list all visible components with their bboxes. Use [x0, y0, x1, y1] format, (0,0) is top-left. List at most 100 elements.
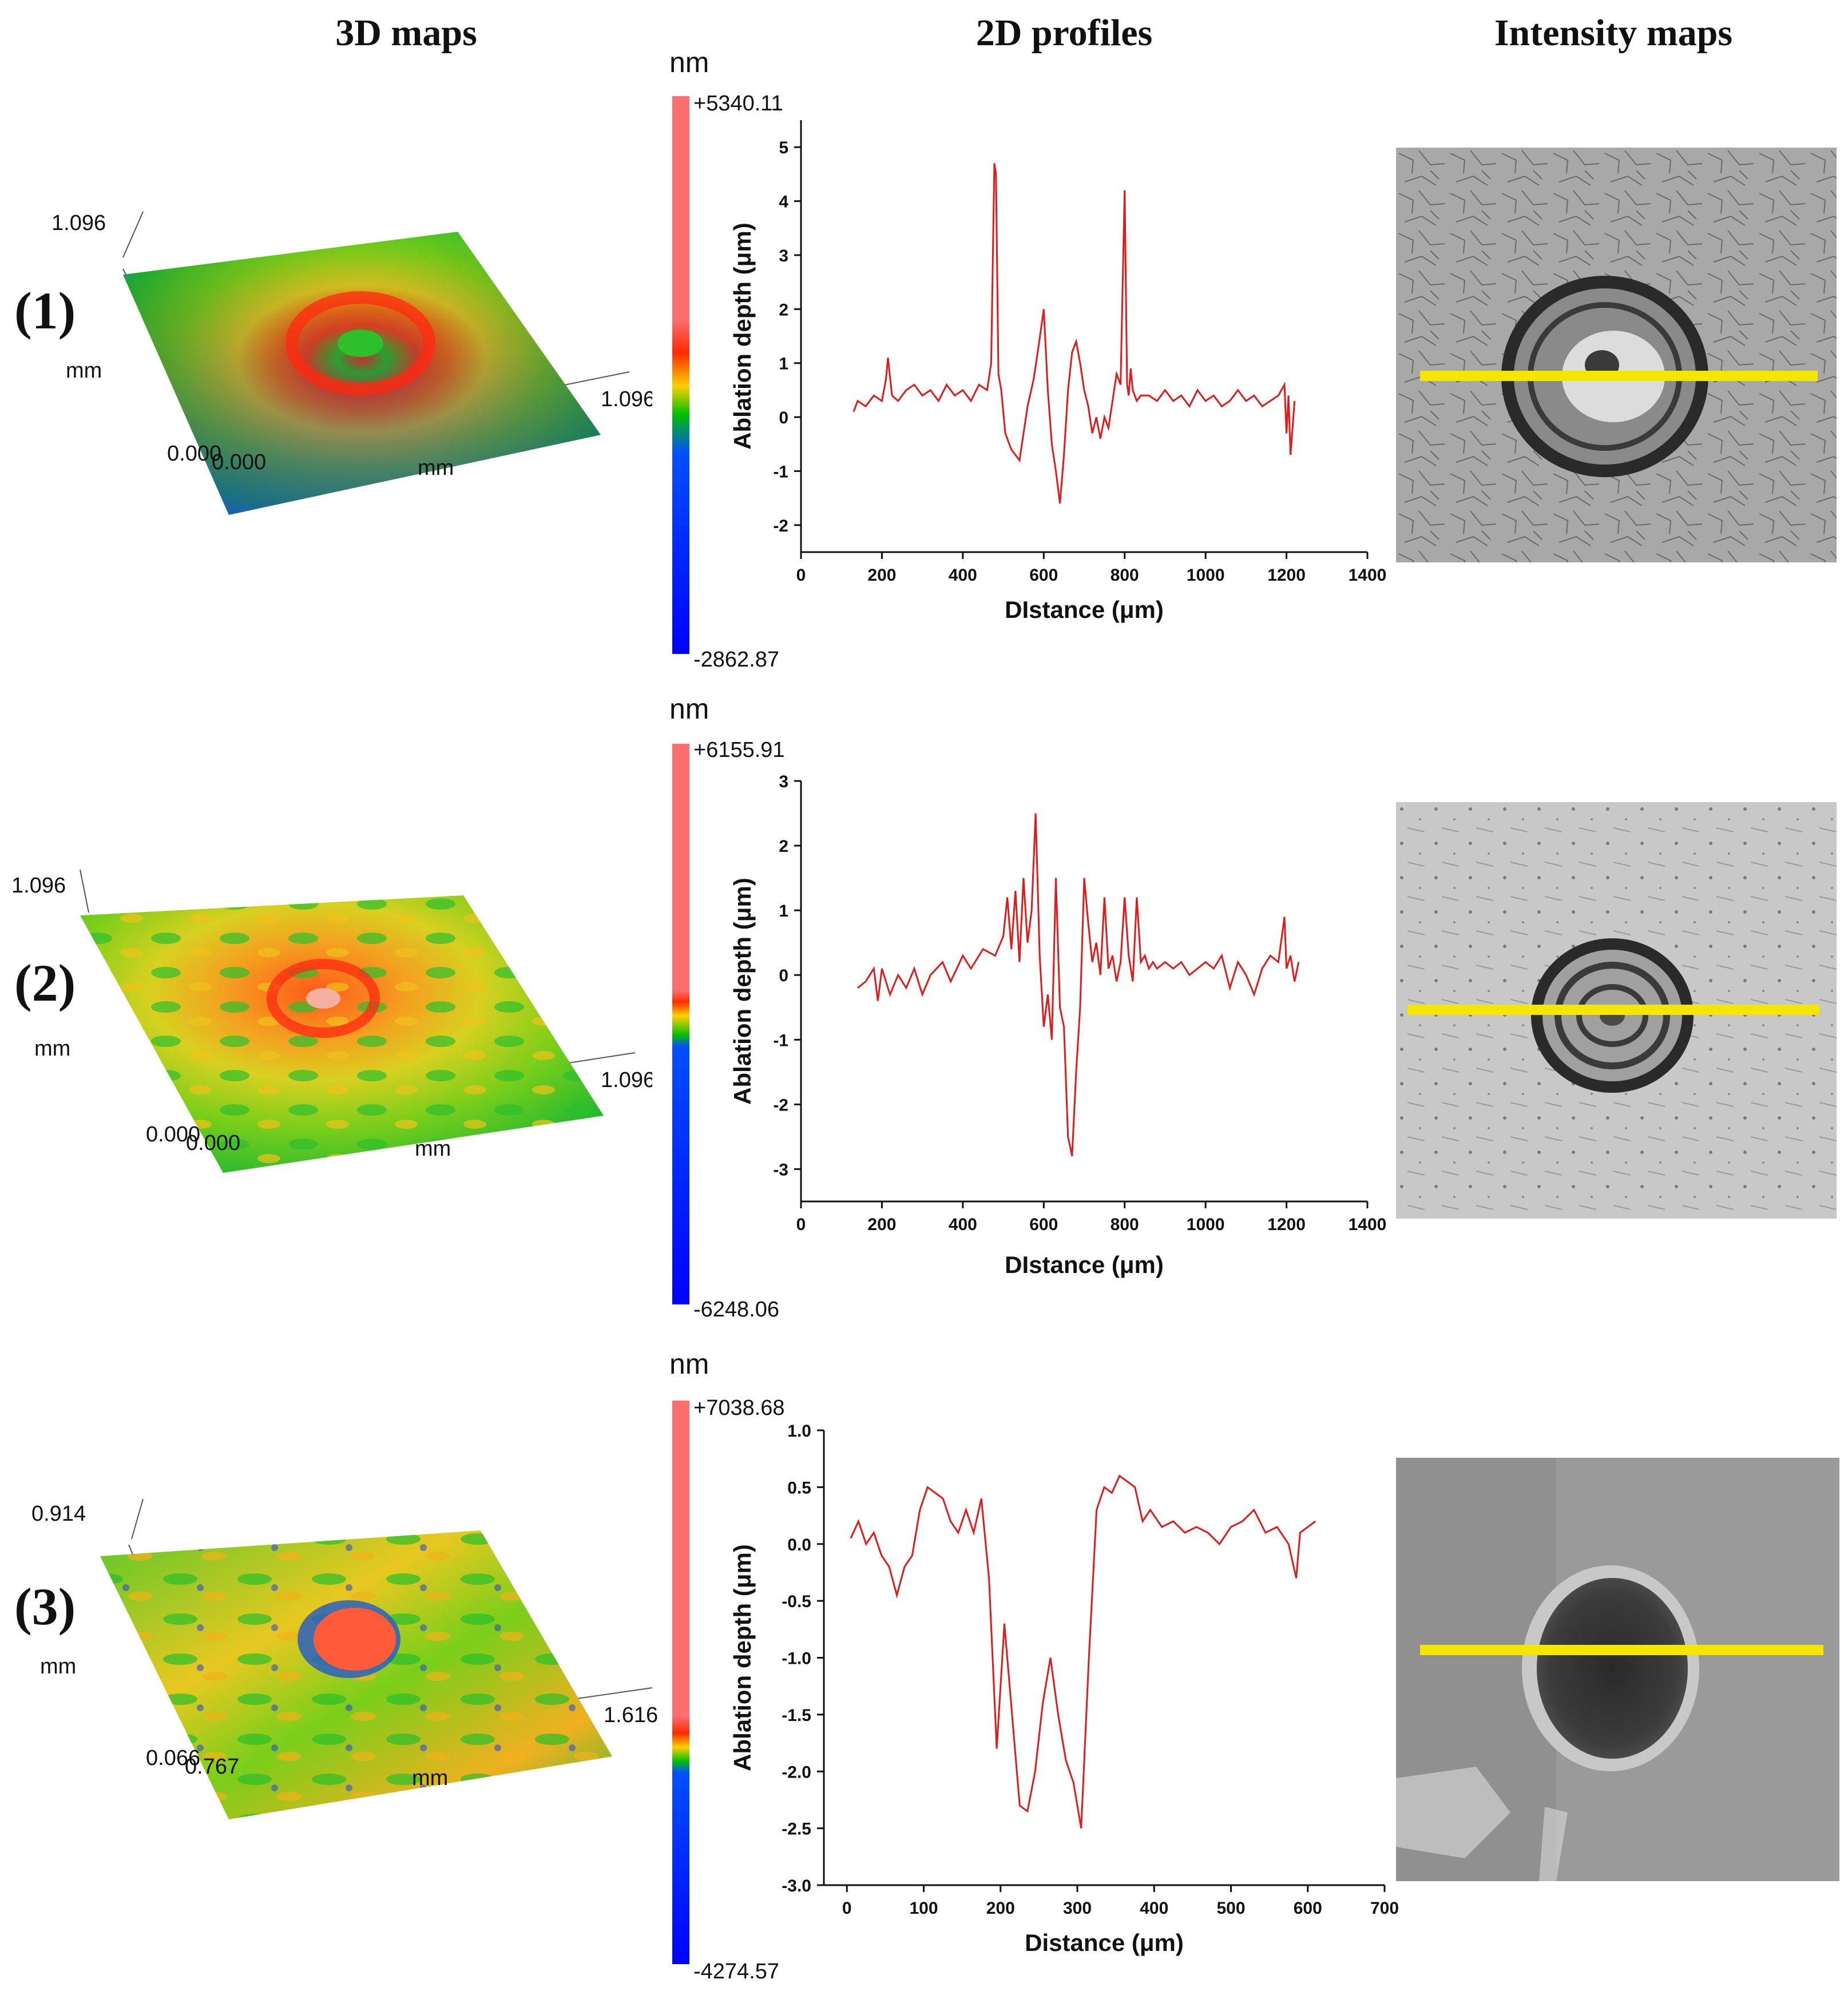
surface-map-3d: 1.096 mm 1.096 mm 0.000 0.000 — [51, 211, 652, 515]
y-tick-label: 4 — [779, 193, 788, 212]
colorbar-1 — [672, 96, 689, 654]
y-tick-label: 5 — [779, 138, 788, 157]
map2-xmax: 1.096 — [601, 1068, 652, 1092]
colorbar1-max: +5340.11 — [693, 92, 783, 116]
y-tick-label: 1 — [779, 355, 788, 374]
x-tick-label: 700 — [1370, 1899, 1399, 1918]
intensity-map-3 — [1396, 1458, 1839, 1881]
depth-profile-line — [857, 813, 1300, 1157]
surface-map-3d: 0.914 mm 1.616 mm 0.066 0.767 — [31, 1498, 658, 1819]
y-tick-label: 0.0 — [787, 1536, 811, 1554]
surface-map-3d: 1.096 mm 1.096 mm 0.000 0.000 — [11, 869, 652, 1173]
y-axis-title: Ablation depth (μm) — [729, 223, 756, 450]
x-tick-label: 400 — [949, 1215, 977, 1234]
yellow-profile-line-2 — [1407, 1005, 1819, 1015]
map2-xunit: mm — [415, 1137, 451, 1161]
x-tick-label: 500 — [1216, 1899, 1245, 1918]
colorbar1-unit: nm — [669, 46, 709, 78]
colorbar3-unit: nm — [669, 1348, 709, 1380]
map2-origin-y: 0.000 — [146, 1123, 200, 1147]
x-tick-label: 300 — [1063, 1899, 1092, 1918]
map3-xmax: 1.616 — [604, 1703, 658, 1727]
y-tick-label: -3.0 — [782, 1877, 811, 1895]
x-tick-label: 200 — [867, 566, 896, 585]
x-tick-label: 200 — [867, 1215, 896, 1234]
row-label-1: (1) — [14, 281, 76, 340]
intensity-map-1 — [1396, 148, 1837, 562]
y-tick-label: -2 — [773, 1096, 788, 1114]
y-axis-title: Ablation depth (μm) — [729, 1544, 756, 1771]
y-tick-label: 1 — [779, 902, 788, 921]
header-2d-profiles: 2D profiles — [975, 12, 1153, 54]
y-tick-label: 3 — [779, 772, 788, 791]
y-tick-label: -1 — [773, 462, 788, 481]
x-tick-label: 1200 — [1267, 1215, 1306, 1234]
x-axis-title: DIstance (μm) — [1005, 1251, 1164, 1278]
colorbar2-max: +6155.91 — [693, 738, 785, 762]
x-tick-label: 0 — [842, 1899, 852, 1918]
x-tick-label: 1400 — [1349, 566, 1387, 585]
x-tick-label: 1400 — [1349, 1215, 1387, 1234]
y-tick-label: 0 — [779, 408, 788, 427]
map1-xmax: 1.096 — [601, 387, 652, 411]
x-tick-label: 800 — [1111, 566, 1139, 585]
colorbar1-min: -2862.87 — [693, 648, 780, 672]
yellow-profile-line-3 — [1420, 1645, 1823, 1655]
x-tick-label: 400 — [1140, 1899, 1168, 1918]
colorbar2-min: -6248.06 — [693, 1298, 780, 1322]
x-tick-label: 0 — [796, 1215, 806, 1234]
profile-chart-3: 0 100 200 300 400 500 600 700 -3.0 -2.5 -2.0 -1.5 -1… — [729, 1422, 1399, 1956]
yellow-profile-line-1 — [1420, 371, 1818, 381]
depth-profile-line — [852, 163, 1296, 504]
x-tick-label: 800 — [1111, 1215, 1139, 1234]
map3-origin-y: 0.066 — [146, 1746, 200, 1770]
y-tick-label: -3 — [773, 1160, 788, 1179]
y-tick-label: -1.0 — [782, 1649, 811, 1668]
map1-origin-y: 0.000 — [167, 442, 221, 466]
y-tick-label: -2.0 — [782, 1763, 811, 1782]
y-tick-label: 0 — [779, 966, 788, 985]
y-tick-label: 3 — [779, 247, 788, 265]
y-tick-label: 2 — [779, 837, 788, 856]
map3-ymax: 0.914 — [31, 1502, 86, 1526]
colorbar3-max: +7038.68 — [693, 1396, 785, 1420]
header-intensity-maps: Intensity maps — [1494, 12, 1733, 54]
profile-chart-1: 0 200 400 600 800 1000 1200 1400 -2 -1 0 1 2 3 4 5 DIsta… — [729, 120, 1387, 623]
map1-ymax: 1.096 — [51, 211, 106, 235]
x-tick-label: 1000 — [1187, 566, 1225, 585]
colorbar3-min: -4274.57 — [693, 1960, 780, 1984]
y-tick-label: -1.5 — [782, 1706, 811, 1725]
y-tick-label: 1.0 — [787, 1422, 811, 1441]
y-axis-title: Ablation depth (μm) — [729, 878, 756, 1105]
intensity-map-2 — [1396, 802, 1837, 1219]
colorbar-3 — [672, 1401, 689, 1964]
row-label-2: (2) — [14, 954, 76, 1012]
x-tick-label: 600 — [1294, 1899, 1322, 1918]
map1-origin-x: 0.000 — [212, 450, 266, 474]
map3-xunit: mm — [412, 1766, 448, 1790]
map3-yunit: mm — [40, 1655, 76, 1679]
x-tick-label: 1000 — [1187, 1215, 1225, 1234]
y-tick-label: 0.5 — [787, 1478, 811, 1497]
map2-yunit: mm — [34, 1037, 70, 1061]
profile-chart-2: 0 200 400 600 800 1000 1200 1400 -3 -2 -1 0 1 2 3 DIsta… — [729, 772, 1387, 1278]
map1-xunit: mm — [418, 456, 454, 480]
map1-yunit: mm — [66, 359, 102, 383]
x-tick-label: 0 — [796, 566, 806, 585]
map3-origin-x: 0.767 — [185, 1755, 239, 1779]
y-tick-label: -0.5 — [782, 1592, 811, 1611]
x-tick-label: 100 — [909, 1899, 938, 1918]
y-tick-label: -2.5 — [782, 1820, 811, 1839]
map2-origin-x: 0.000 — [186, 1131, 240, 1155]
x-tick-label: 600 — [1029, 566, 1058, 585]
y-tick-label: -2 — [773, 517, 788, 536]
x-tick-label: 600 — [1029, 1215, 1058, 1234]
y-tick-label: 2 — [779, 300, 788, 319]
row-label-3: (3) — [14, 1577, 76, 1636]
colorbar-2 — [672, 744, 689, 1304]
depth-profile-line — [850, 1474, 1316, 1829]
header-3d-maps: 3D maps — [335, 12, 477, 54]
x-tick-label: 400 — [949, 566, 977, 585]
y-tick-label: -1 — [773, 1031, 788, 1050]
colorbar2-unit: nm — [669, 693, 709, 725]
